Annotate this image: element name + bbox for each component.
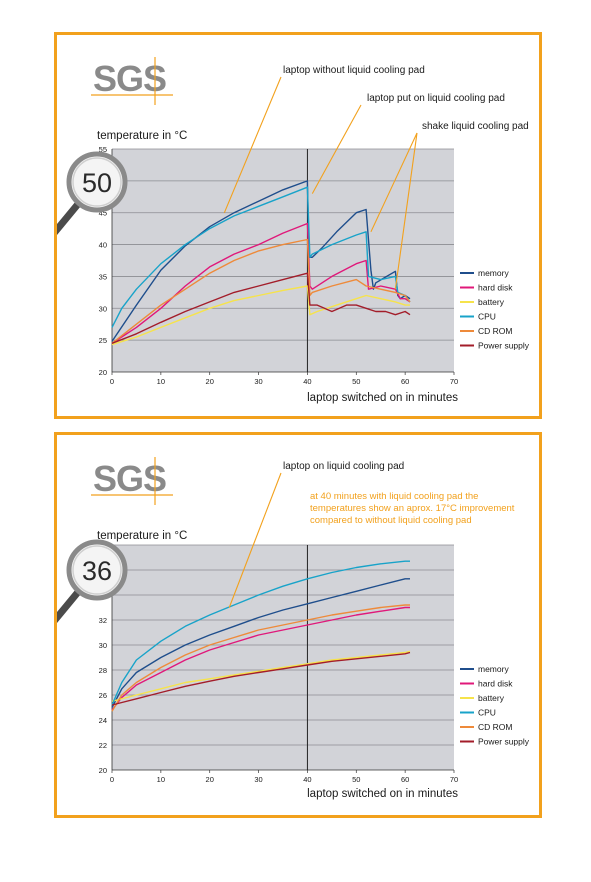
annotation-text: laptop on liquid cooling pad (283, 461, 404, 472)
x-tick-label: 40 (303, 377, 311, 386)
y-tick-label: 40 (99, 241, 107, 250)
chart-panel-with-pad: SGS20222426283032343638010203040506070te… (54, 432, 542, 818)
x-tick-label: 30 (254, 775, 262, 784)
y-tick-label: 55 (99, 145, 107, 154)
series-line-hard-disk (111, 222, 411, 344)
chart-without-liquid-cooling-pad: SGS 20 25 30 35 40 45 50 55 0 10 20 30 40 50 60 70 temper… (57, 57, 530, 404)
legend-label-battery: battery (478, 297, 505, 307)
annotation-text: shake liquid cooling pad (422, 121, 529, 132)
annotation-text: laptop put on liquid cooling pad (367, 93, 505, 104)
y-tick-label: 35 (99, 272, 107, 281)
magnifier-value: 36 (82, 556, 112, 586)
plot-area (112, 545, 454, 770)
magnifier-inner-rim (72, 157, 122, 207)
improvement-note-line: at 40 minutes with liquid cooling pad th… (310, 491, 478, 502)
x-tick-label: 0 (110, 775, 114, 784)
magnifier-icon: 50 (57, 151, 128, 235)
improvement-note-line: temperatures show an aprox. 17°C improve… (310, 503, 515, 514)
magnifier-handle (57, 194, 87, 235)
magnifier-value: 50 (82, 168, 112, 198)
y-axis-label: temperature in °C (97, 130, 187, 142)
chart-with-liquid-cooling-pad: SGS20222426283032343638010203040506070te… (57, 457, 530, 800)
sgs-logo: SGS (91, 457, 173, 505)
legend-label-cd-rom: CD ROM (478, 722, 512, 732)
x-tick-label: 60 (401, 377, 409, 386)
x-tick-label: 70 (450, 775, 458, 784)
x-tick-label: 50 (352, 377, 360, 386)
annotation-leader (311, 104, 362, 194)
series-line-battery (111, 285, 410, 346)
annotation-leader (394, 132, 418, 290)
series-line-cd-rom (111, 238, 411, 344)
y-tick-label: 22 (99, 741, 107, 750)
sgs-logo: SGS (91, 57, 173, 105)
y-tick-label: 24 (99, 716, 107, 725)
x-tick-label: 20 (206, 377, 214, 386)
magnifier-handle (57, 582, 87, 623)
legend-label-memory: memory (478, 664, 509, 674)
y-tick-label: 26 (99, 691, 107, 700)
x-tick-label: 20 (206, 775, 214, 784)
y-tick-label: 30 (99, 304, 107, 313)
x-tick-label: 70 (450, 377, 458, 386)
annotation-leader (223, 76, 282, 213)
y-tick-label: 32 (99, 616, 107, 625)
legend-label-hard-disk: hard disk (478, 283, 513, 293)
y-tick-label: 25 (99, 336, 107, 345)
x-tick-label: 50 (352, 775, 360, 784)
x-tick-label: 10 (157, 775, 165, 784)
y-tick-label: 45 (99, 209, 107, 218)
annotation-leader (370, 132, 418, 233)
magnifier-inner-rim (72, 545, 122, 595)
y-axis-label: temperature in °C (97, 530, 187, 542)
plot-area (112, 149, 454, 372)
x-tick-label: 60 (401, 775, 409, 784)
legend-label-memory: memory (478, 268, 509, 278)
legend-label-power-supply: Power supply (478, 737, 530, 747)
y-tick-label: 30 (99, 641, 107, 650)
x-tick-label: 10 (157, 377, 165, 386)
magnifier-icon: 36 (57, 539, 128, 623)
series-line-power-supply (111, 651, 411, 706)
legend-label-cpu: CPU (478, 312, 496, 322)
improvement-note-line: compared to without liquid cooling pad (310, 515, 472, 526)
series-line-cd-rom (111, 604, 410, 712)
series-line-cpu (111, 186, 411, 328)
x-axis-label: laptop switched on in minutes (307, 392, 458, 404)
series-line-power-supply (111, 272, 411, 344)
x-axis-label: laptop switched on in minutes (307, 788, 458, 800)
improvement-note: at 40 minutes with liquid cooling pad th… (310, 491, 515, 526)
y-tick-label: 28 (99, 666, 107, 675)
legend-label-hard-disk: hard disk (478, 679, 513, 689)
annotation-text: laptop without liquid cooling pad (283, 65, 425, 76)
x-tick-label: 40 (303, 775, 311, 784)
series-line-hard-disk (111, 606, 410, 711)
legend-label-cpu: CPU (478, 708, 496, 718)
series-line-memory (111, 578, 410, 708)
x-tick-label: 30 (254, 377, 262, 386)
magnifier-lens (66, 539, 128, 601)
legend-label-power-supply: Power supply (478, 341, 530, 351)
annotation-leader (228, 472, 282, 608)
legend-label-cd-rom: CD ROM (478, 326, 512, 336)
legend: memory hard disk battery CPU CD ROM Power sup… (460, 664, 530, 747)
y-tick-label: 20 (99, 766, 107, 775)
y-tick-label: 20 (99, 368, 107, 377)
legend-label-battery: battery (478, 693, 505, 703)
x-tick-label: 0 (110, 377, 114, 386)
series-line-battery (111, 650, 411, 702)
series-line-cpu (111, 560, 410, 706)
chart-panel-without-pad: SGS 20 25 30 35 40 45 50 55 0 10 20 30 40 50 60 70 temper… (54, 32, 542, 419)
legend: memory hard disk battery CPU CD ROM Power sup… (460, 268, 530, 351)
magnifier-lens (66, 151, 128, 213)
